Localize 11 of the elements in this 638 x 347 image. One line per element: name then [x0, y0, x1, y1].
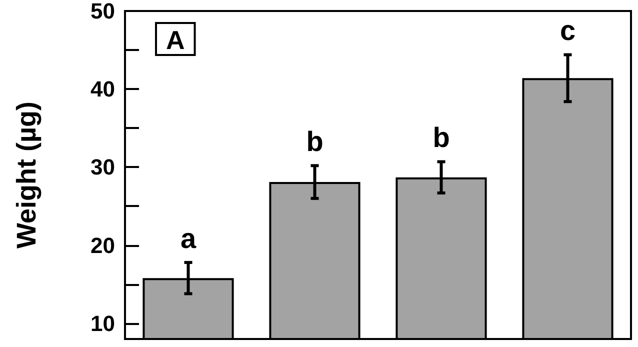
y-tick-label: 40: [90, 76, 115, 102]
y-tick-label: 20: [90, 232, 115, 258]
annotation: A: [166, 25, 185, 55]
y-tick-label: 10: [90, 310, 115, 336]
y-axis-title: Weight (µg): [12, 101, 42, 249]
y-tick-label: 50: [90, 0, 115, 24]
annotation: a: [180, 222, 196, 254]
annotation: b: [306, 126, 324, 158]
annotation: b: [432, 122, 450, 154]
y-tick-label: 30: [90, 154, 115, 180]
annotation: c: [560, 15, 576, 46]
